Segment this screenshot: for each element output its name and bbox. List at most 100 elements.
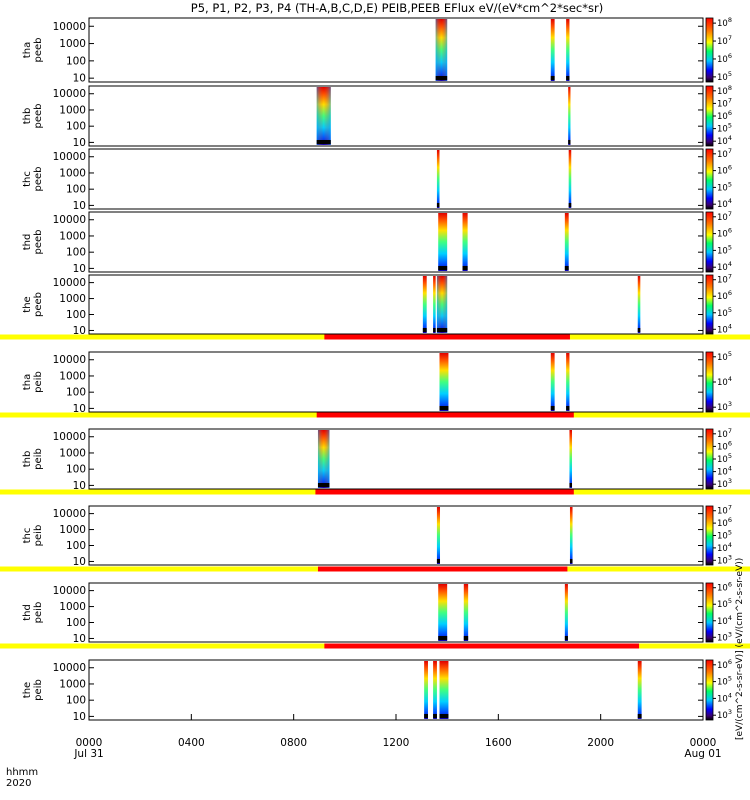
x-tick-label: 2000 xyxy=(587,737,614,749)
panel-y-label-line: peib xyxy=(33,679,44,701)
panel-plot-area xyxy=(89,86,703,146)
y-tick-label: 1000 xyxy=(59,293,86,305)
panel-plot-area xyxy=(89,583,703,642)
y-tick-label: 100 xyxy=(66,540,86,552)
x-axis-label-line-1: hhmm xyxy=(6,767,38,778)
panel-y-label-line: thd xyxy=(22,604,33,621)
colorbar-tick-exponent: 5 xyxy=(728,675,732,683)
panel-y-label-line: peib xyxy=(33,371,44,393)
spectrogram-burst xyxy=(564,584,568,641)
low-energy-trace xyxy=(550,406,555,410)
colorbar-tick-exponent: 3 xyxy=(728,553,732,561)
low-energy-trace xyxy=(564,266,569,270)
panel-y-label-line: thd xyxy=(22,234,33,251)
y-tick-label: 10000 xyxy=(53,88,86,100)
colorbar-tick-label: 105 xyxy=(717,122,732,135)
colorbar-tick-exponent: 3 xyxy=(728,708,732,716)
colorbar-tick-label: 107 xyxy=(717,210,732,223)
colorbar-tick-exponent: 6 xyxy=(728,581,732,589)
spectrogram-burst xyxy=(569,507,573,564)
low-energy-trace xyxy=(439,714,449,718)
colorbar-tick-base: 10 xyxy=(717,544,728,554)
colorbar-tick-label: 105 xyxy=(717,675,732,688)
colorbar-tick-base: 10 xyxy=(717,99,728,109)
spectrogram-burst xyxy=(439,353,449,411)
colorbar xyxy=(705,17,714,83)
spectrogram-burst xyxy=(564,213,569,271)
y-tick-label: 1000 xyxy=(59,167,86,179)
colorbar-tick-exponent: 6 xyxy=(728,658,732,666)
colorbar-tick-exponent: 4 xyxy=(728,614,732,622)
colorbar xyxy=(705,85,714,147)
colorbar-tick-base: 10 xyxy=(717,183,728,193)
y-tick-label: 10 xyxy=(73,403,86,415)
spectrogram-burst xyxy=(550,19,555,81)
panel-y-label-line: thc xyxy=(22,171,33,187)
panel-y-label-line: tha xyxy=(22,374,33,390)
colorbar-tick-exponent: 6 xyxy=(728,289,732,297)
colorbar-tick-exponent: 6 xyxy=(728,516,732,524)
colorbar-tick-exponent: 3 xyxy=(728,400,732,408)
colorbar xyxy=(705,505,714,566)
y-tick-label: 10 xyxy=(73,711,86,723)
x-axis-label-line-2: 2020 xyxy=(6,778,31,789)
low-energy-trace xyxy=(568,140,571,144)
y-tick-label: 10000 xyxy=(53,431,86,443)
y-tick-label: 10 xyxy=(73,325,86,337)
x-tick-label: 0000 xyxy=(690,737,717,749)
low-energy-trace xyxy=(433,714,437,718)
low-energy-trace xyxy=(439,406,449,410)
colorbar-tick-base: 10 xyxy=(717,19,728,29)
spectrogram-burst xyxy=(439,661,449,719)
y-tick-label: 10000 xyxy=(53,214,86,226)
panel-y-label-line: thc xyxy=(22,528,33,544)
panel-y-label: thapeeb xyxy=(22,38,44,63)
y-tick-label: 10000 xyxy=(53,151,86,163)
low-energy-trace xyxy=(564,636,568,640)
panel-frame xyxy=(88,211,704,273)
panel-y-label-line: peeb xyxy=(33,38,44,63)
low-energy-trace xyxy=(569,559,573,563)
colorbar-tick-label: 106 xyxy=(717,109,732,122)
y-tick-label: 1000 xyxy=(59,601,86,613)
colorbar-tick-label: 108 xyxy=(717,84,732,97)
panel-y-label-line: tha xyxy=(22,42,33,58)
low-energy-trace xyxy=(435,76,448,80)
colorbar-tick-base: 10 xyxy=(717,167,728,177)
panel-y-label-line: thb xyxy=(22,451,33,468)
colorbar xyxy=(705,351,714,413)
mode-state-bar-red xyxy=(315,489,574,495)
panel-y-label-line: peeb xyxy=(33,167,44,192)
colorbar-tick-label: 106 xyxy=(717,289,732,302)
colorbar-tick-exponent: 6 xyxy=(728,164,732,172)
colorbar-tick-label: 106 xyxy=(717,227,732,240)
spectrogram-burst-texture xyxy=(317,430,330,488)
colorbar-tick-base: 10 xyxy=(717,694,728,704)
colorbar-tick-base: 10 xyxy=(717,230,728,240)
low-energy-trace xyxy=(317,483,330,487)
colorbar-tick-base: 10 xyxy=(717,87,728,97)
colorbar-tick-label: 105 xyxy=(717,597,732,610)
x-tick-label: 0000 xyxy=(76,737,103,749)
colorbar-tick-label: 104 xyxy=(717,197,732,210)
colorbar-tick-exponent: 3 xyxy=(728,477,732,485)
y-tick-label: 1000 xyxy=(59,38,86,50)
panel-y-label: thdpeib xyxy=(22,602,44,624)
colorbar-tick-label: 106 xyxy=(717,164,732,177)
y-tick-label: 100 xyxy=(66,184,86,196)
colorbar-tick-base: 10 xyxy=(717,55,728,65)
panel-y-label-line: peib xyxy=(33,602,44,624)
colorbar-tick-base: 10 xyxy=(717,353,728,363)
panel-y-label: thcpeib xyxy=(22,525,44,547)
low-energy-trace xyxy=(422,328,427,332)
colorbar xyxy=(705,659,714,721)
y-tick-label: 10 xyxy=(73,633,86,645)
colorbar-tick-label: 104 xyxy=(717,375,732,388)
colorbar-tick-label: 105 xyxy=(717,350,732,363)
y-tick-label: 10 xyxy=(73,556,86,568)
colorbar-tick-exponent: 7 xyxy=(728,427,732,435)
colorbar-tick-base: 10 xyxy=(717,125,728,135)
